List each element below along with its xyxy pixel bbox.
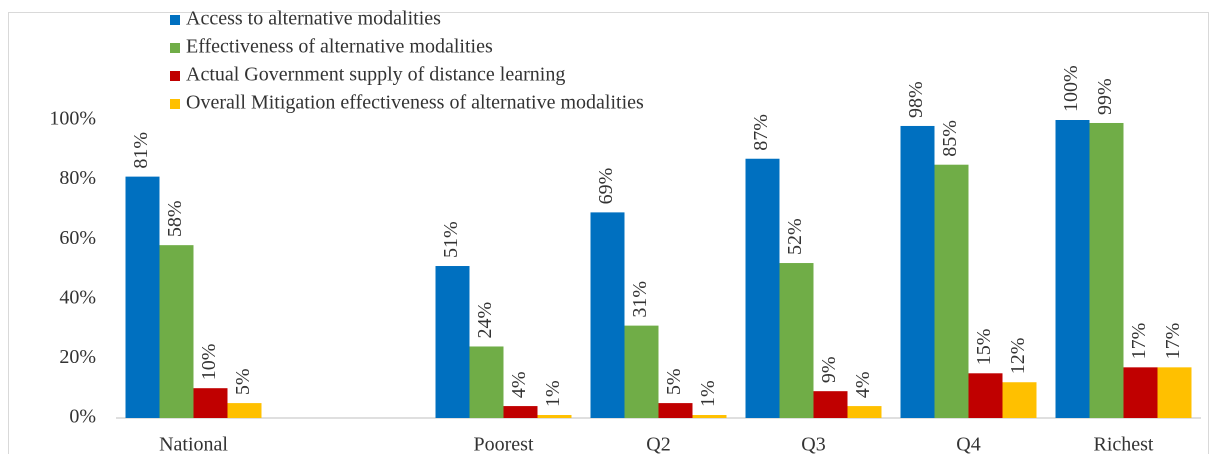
- data-label: 1%: [542, 380, 564, 407]
- data-label: 87%: [750, 114, 772, 151]
- bar: [1089, 122, 1124, 418]
- bar: [745, 158, 780, 419]
- data-label: 10%: [198, 344, 220, 381]
- chart-frame: [8, 12, 1209, 454]
- bar: [968, 373, 1003, 418]
- legend-swatch: [170, 43, 180, 53]
- data-label: 1%: [697, 380, 719, 407]
- data-label: 17%: [1162, 323, 1184, 360]
- data-label: 85%: [939, 120, 961, 157]
- bar: [900, 125, 935, 419]
- data-label: 15%: [973, 329, 995, 366]
- x-tick-label: National: [159, 434, 228, 454]
- data-label: 5%: [663, 368, 685, 395]
- data-label: 24%: [474, 302, 496, 339]
- data-label: 12%: [1007, 338, 1029, 375]
- data-label: 9%: [818, 357, 840, 384]
- bar: [435, 266, 470, 418]
- data-label: 51%: [440, 221, 462, 258]
- data-label: 4%: [852, 371, 874, 398]
- data-label: 69%: [595, 168, 617, 205]
- x-tick-label: Q2: [646, 434, 670, 454]
- x-tick-label: Richest: [1094, 434, 1154, 454]
- legend-label: Actual Government supply of distance lea…: [186, 64, 565, 86]
- bar: [590, 212, 625, 418]
- data-label: 58%: [164, 200, 186, 237]
- bar: [658, 403, 693, 418]
- bar: [934, 164, 969, 418]
- bar: [624, 325, 659, 418]
- data-label: 5%: [232, 368, 254, 395]
- bar: [1002, 382, 1037, 418]
- x-tick-label: Poorest: [474, 434, 534, 454]
- y-tick-label: 20%: [59, 346, 96, 368]
- bar: [813, 391, 848, 418]
- bar: [1123, 367, 1158, 418]
- y-tick-label: 40%: [59, 286, 96, 308]
- bar: [692, 415, 727, 418]
- data-label: 17%: [1128, 323, 1150, 360]
- bar: [503, 406, 538, 418]
- y-tick-label: 100%: [49, 108, 96, 130]
- bar: [779, 263, 814, 418]
- legend-swatch: [170, 99, 180, 109]
- bar: [1157, 367, 1192, 418]
- data-label: 52%: [784, 218, 806, 255]
- legend-swatch: [170, 71, 180, 81]
- bar: [1055, 120, 1090, 418]
- y-tick-label: 60%: [59, 227, 96, 249]
- bar: [537, 415, 572, 418]
- y-tick-label: 80%: [59, 167, 96, 189]
- legend-label: Access to alternative modalities: [186, 8, 441, 30]
- data-label: 31%: [629, 281, 651, 318]
- legend-label: Overall Mitigation effectiveness of alte…: [186, 92, 644, 114]
- legend-swatch: [170, 15, 180, 25]
- bar: [125, 176, 160, 418]
- data-label: 4%: [508, 371, 530, 398]
- data-label: 98%: [905, 81, 927, 118]
- data-label: 99%: [1094, 78, 1116, 115]
- bar: [193, 388, 228, 418]
- y-tick-label: 0%: [69, 406, 96, 428]
- legend-label: Effectiveness of alternative modalities: [186, 36, 493, 58]
- bar: [469, 346, 504, 418]
- bar: [159, 245, 194, 418]
- x-tick-label: Q3: [801, 434, 825, 454]
- x-tick-label: Q4: [956, 434, 980, 454]
- data-label: 100%: [1060, 65, 1082, 112]
- data-label: 81%: [130, 132, 152, 169]
- bar: [227, 403, 262, 418]
- bar: [847, 406, 882, 418]
